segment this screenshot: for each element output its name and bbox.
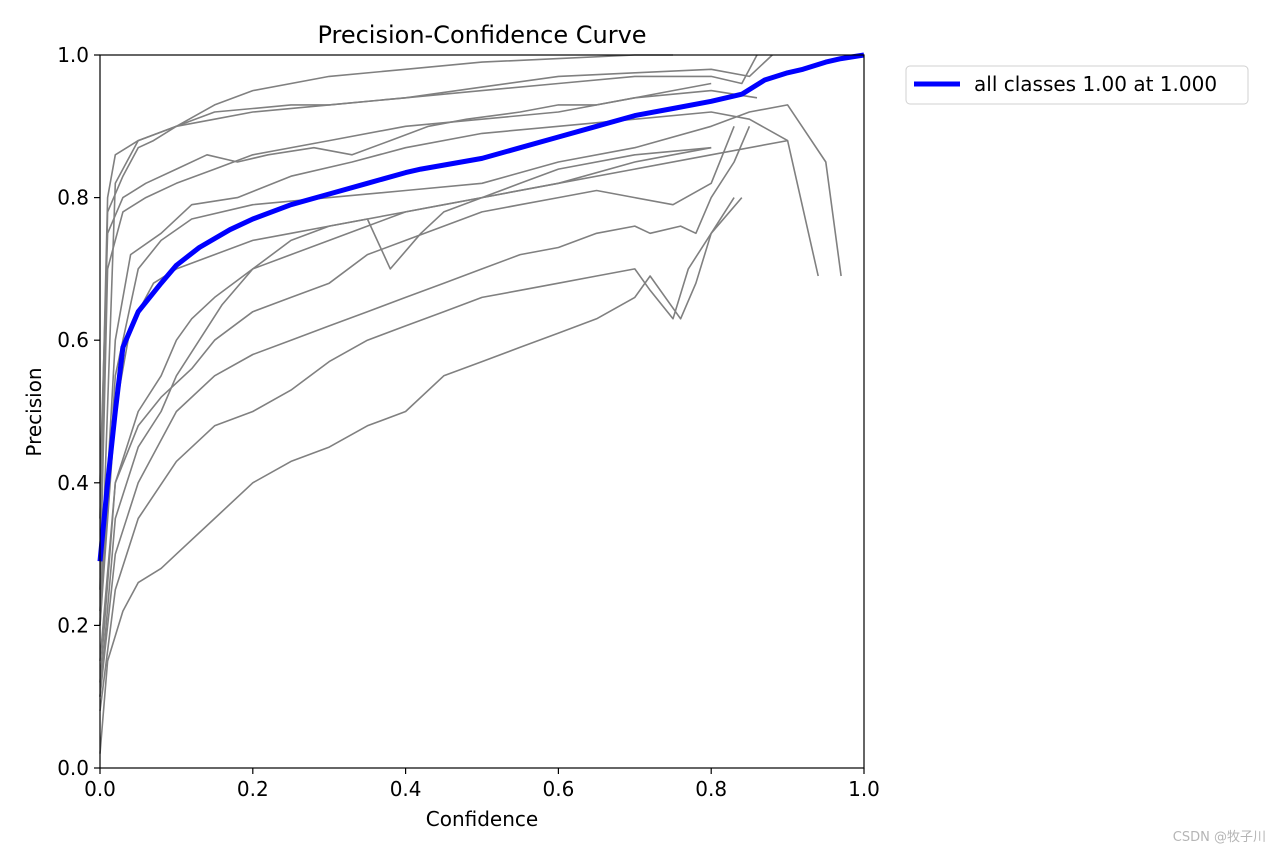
y-axis-title: Precision bbox=[22, 367, 46, 456]
legend-label-all-classes: all classes 1.00 at 1.000 bbox=[974, 72, 1217, 96]
y-tick-label-4: 0.8 bbox=[57, 186, 89, 210]
class-series-line-10 bbox=[99, 126, 735, 683]
class-series-line-6 bbox=[99, 104, 842, 626]
all-classes-series-group bbox=[97, 52, 865, 562]
x-tick-label-5: 1.0 bbox=[848, 777, 880, 801]
all-classes-series-line bbox=[97, 52, 865, 562]
watermark: CSDN @牧子川 bbox=[1172, 830, 1266, 845]
class-series-line-3 bbox=[99, 54, 673, 626]
class-series-line-13 bbox=[99, 197, 735, 754]
class-series-line-9 bbox=[99, 146, 712, 697]
class-series-line-7 bbox=[99, 139, 788, 626]
class-series-line-1 bbox=[99, 54, 758, 555]
x-tick-label-4: 0.8 bbox=[695, 777, 727, 801]
x-tick-label-1: 0.2 bbox=[237, 777, 269, 801]
legend: all classes 1.00 at 1.000 bbox=[905, 65, 1249, 105]
y-axis-ticks: 0.0 0.2 0.4 0.6 0.8 1.0 bbox=[57, 43, 100, 780]
x-axis-ticks: 0.0 0.2 0.4 0.6 0.8 1.0 bbox=[84, 768, 880, 801]
legend-box bbox=[905, 65, 1249, 105]
y-tick-label-3: 0.6 bbox=[57, 328, 89, 352]
class-series-line-12 bbox=[99, 197, 743, 712]
class-series-line-2 bbox=[99, 54, 773, 519]
y-tick-label-0: 0.0 bbox=[57, 756, 89, 780]
class-series-line-14 bbox=[99, 82, 712, 483]
class-series-line-11 bbox=[99, 125, 751, 697]
y-tick-label-1: 0.2 bbox=[57, 613, 89, 637]
y-tick-label-2: 0.4 bbox=[57, 471, 89, 495]
x-tick-label-0: 0.0 bbox=[84, 777, 116, 801]
class-series-line-8 bbox=[99, 146, 712, 662]
x-tick-label-3: 0.6 bbox=[542, 777, 574, 801]
class-series-line-5 bbox=[99, 111, 819, 612]
x-axis-title: Confidence bbox=[426, 807, 538, 831]
chart-title: Precision-Confidence Curve bbox=[317, 21, 646, 49]
class-series-group bbox=[99, 54, 842, 754]
x-tick-label-2: 0.4 bbox=[390, 777, 422, 801]
plot-frame bbox=[99, 54, 865, 769]
y-tick-label-5: 1.0 bbox=[57, 43, 89, 67]
